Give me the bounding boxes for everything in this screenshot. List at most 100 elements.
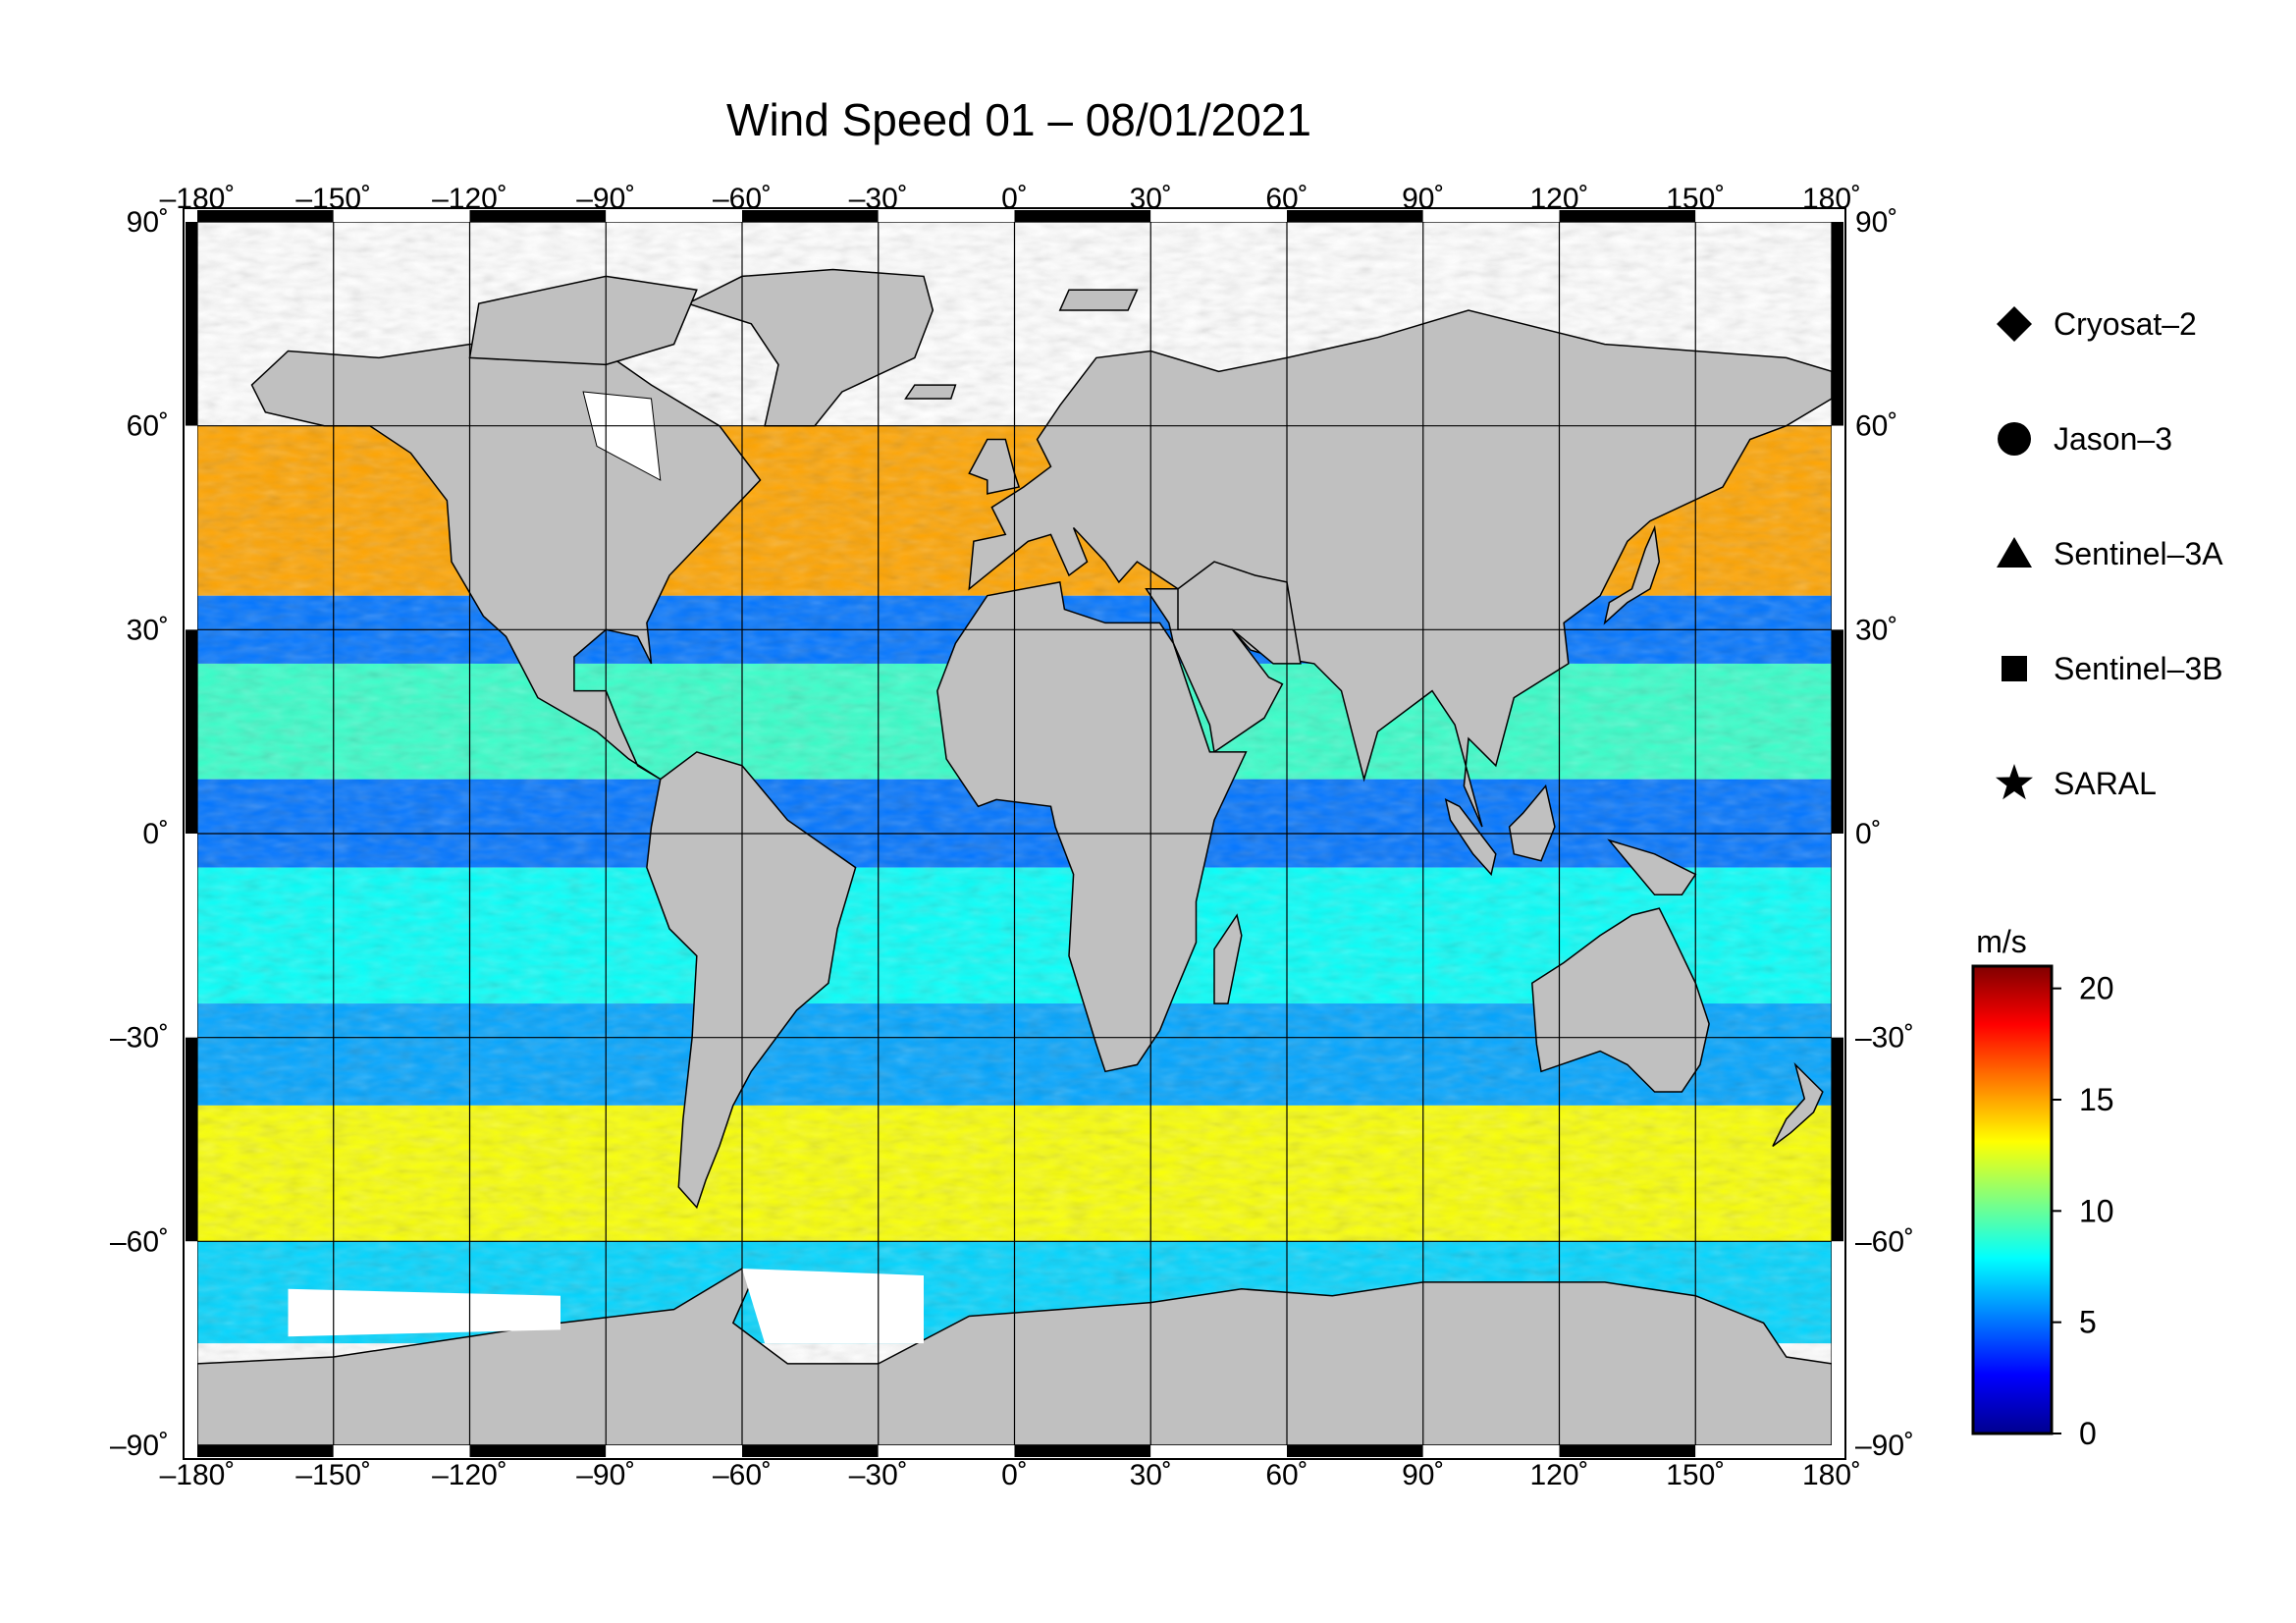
x-tick-label-bottom: 150˚ <box>1666 1459 1725 1491</box>
x-tick-label-top: 120˚ <box>1529 183 1588 215</box>
land-australia <box>1531 907 1710 1093</box>
y-tick-label-left: 60˚ <box>127 410 169 443</box>
land-south-america <box>646 751 857 1210</box>
x-tick-label-bottom: 30˚ <box>1130 1459 1172 1491</box>
no-data-weddell-sea <box>742 1269 924 1344</box>
frame-segment-top <box>469 210 607 222</box>
y-tick-label-left: 0˚ <box>142 818 169 850</box>
map-frame <box>183 207 1846 1460</box>
frame-segment-top <box>1559 210 1696 222</box>
land-iceland <box>904 384 957 400</box>
frame-segment-bottom <box>1559 1445 1696 1457</box>
x-tick-label-bottom: 90˚ <box>1402 1459 1444 1491</box>
land-uk-ireland <box>968 438 1021 495</box>
frame-segment-left <box>186 1037 197 1242</box>
x-tick-label-top: –60˚ <box>713 183 772 215</box>
x-tick-label-top: –150˚ <box>295 183 371 215</box>
colorbar: m/s 0 5 10 15 20 <box>1971 924 2114 1451</box>
x-tick-label-top: 90˚ <box>1402 183 1444 215</box>
legend-square-icon <box>2002 656 2027 681</box>
land-indonesia-borneo <box>1508 784 1556 862</box>
y-axis-right: 90˚ 60˚ 30˚ 0˚ –30˚ –60˚ –90˚ <box>1855 206 1914 1462</box>
frame-segment-bottom <box>197 1445 334 1457</box>
frame-segment-left <box>186 1241 197 1445</box>
frame-segment-bottom <box>469 1445 607 1457</box>
satellite-legend: Cryosat–2 Jason–3 Sentinel–3A Sentinel–3B SA… <box>1996 306 2223 801</box>
x-tick-label-bottom: –180˚ <box>160 1459 236 1491</box>
x-tick-label-bottom: –90˚ <box>576 1459 635 1491</box>
x-tick-label-top: –120˚ <box>432 183 507 215</box>
frame-segment-left <box>186 425 197 630</box>
y-tick-label-right: 90˚ <box>1855 206 1897 239</box>
frame-segment-right <box>1832 629 1843 834</box>
land-eurasia <box>968 309 1832 828</box>
land-japan <box>1603 524 1661 625</box>
colorbar-unit: m/s <box>1976 924 2027 959</box>
y-tick-label-right: –90˚ <box>1855 1430 1914 1462</box>
frame-segment-top <box>1422 210 1560 222</box>
y-tick-label-left: 90˚ <box>127 206 169 239</box>
x-tick-label-bottom: –150˚ <box>295 1459 371 1491</box>
x-tick-label-top: 30˚ <box>1130 183 1172 215</box>
colorbar-tick-label: 10 <box>2079 1193 2114 1228</box>
legend-diamond-icon <box>1997 306 2032 342</box>
y-tick-label-right: 0˚ <box>1855 818 1882 850</box>
y-axis-left: 90˚ 60˚ 30˚ 0˚ –30˚ –60˚ –90˚ <box>110 206 169 1462</box>
colorbar-gradient <box>1971 964 2054 1435</box>
frame-segment-left <box>186 629 197 834</box>
y-tick-label-left: –90˚ <box>110 1430 169 1462</box>
x-tick-label-top: 150˚ <box>1666 183 1725 215</box>
y-tick-label-left: –60˚ <box>110 1225 169 1258</box>
frame-segment-right <box>1832 1037 1843 1242</box>
land-new-guinea <box>1607 839 1697 896</box>
legend-item-label: SARAL <box>2054 766 2157 801</box>
x-tick-label-top: 180˚ <box>1802 183 1861 215</box>
land-sumatra <box>1444 798 1497 877</box>
colorbar-tick-label: 20 <box>2079 971 2114 1006</box>
x-tick-label-bottom: –120˚ <box>432 1459 507 1491</box>
frame-segment-bottom <box>606 1445 742 1457</box>
colorbar-tick-label: 5 <box>2079 1305 2097 1340</box>
legend-item-label: Sentinel–3B <box>2054 651 2223 686</box>
land-new-zealand <box>1772 1061 1824 1148</box>
legend-item-label: Cryosat–2 <box>2054 306 2197 342</box>
frame-segment-top <box>1287 210 1423 222</box>
land-svalbard <box>1058 289 1139 311</box>
frame-segment-top <box>1695 210 1832 222</box>
frame-segment-bottom <box>1695 1445 1832 1457</box>
frame-segment-top <box>878 210 1015 222</box>
frame-segment-top <box>333 210 470 222</box>
map-area <box>197 222 1832 1445</box>
frame-segment-top <box>606 210 742 222</box>
x-tick-label-top: –180˚ <box>160 183 236 215</box>
legend-item-label: Jason–3 <box>2054 421 2172 457</box>
no-data-ross-sea <box>288 1288 561 1337</box>
frame-segment-right <box>1832 1241 1843 1445</box>
x-tick-label-bottom: 0˚ <box>1001 1459 1028 1491</box>
frame-segment-top <box>742 210 879 222</box>
frame-segment-bottom <box>333 1445 470 1457</box>
x-tick-label-bottom: –30˚ <box>849 1459 908 1491</box>
frame-segment-top <box>1150 210 1287 222</box>
x-tick-label-bottom: 180˚ <box>1802 1459 1861 1491</box>
frame-segment-right <box>1832 834 1843 1038</box>
frame-segment-left <box>186 834 197 1038</box>
frame-segment-bottom <box>742 1445 879 1457</box>
frame-outline <box>183 207 1846 1460</box>
y-tick-label-left: –30˚ <box>110 1022 169 1055</box>
y-tick-label-right: 60˚ <box>1855 410 1897 443</box>
colorbar-tick-label: 0 <box>2079 1416 2097 1451</box>
frame-segment-bottom <box>1422 1445 1560 1457</box>
frame-segment-bottom <box>1014 1445 1151 1457</box>
chart-title: Wind Speed 01 – 08/01/2021 <box>726 94 1311 145</box>
frame-segment-top <box>197 210 334 222</box>
y-tick-label-right: –30˚ <box>1855 1022 1914 1055</box>
frame-segment-bottom <box>878 1445 1015 1457</box>
frame-segment-bottom <box>1150 1445 1287 1457</box>
y-tick-label-left: 30˚ <box>127 614 169 646</box>
frame-segment-left <box>186 222 197 426</box>
no-data-hudson-bay <box>582 391 662 481</box>
map-grid <box>197 222 1832 1445</box>
x-tick-label-top: –30˚ <box>849 183 908 215</box>
y-tick-label-right: 30˚ <box>1855 614 1897 646</box>
